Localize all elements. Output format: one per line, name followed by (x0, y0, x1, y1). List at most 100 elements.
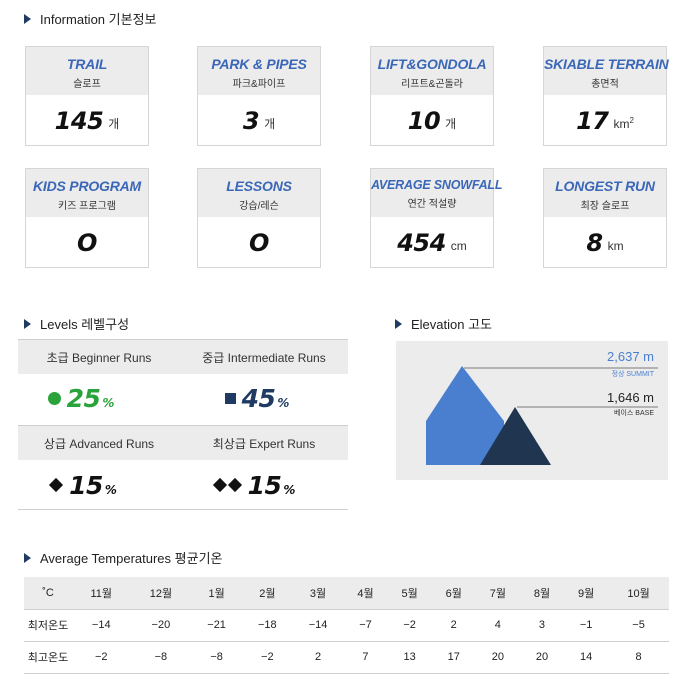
card-title-ko: 최장 슬로프 (580, 201, 630, 212)
temperature-cell: −1 (564, 609, 609, 642)
card-unit-superscript: 2 (629, 116, 634, 125)
triangle-bullet-icon (24, 552, 31, 563)
info-card-longest-run: LONGEST RUN 최장 슬로프 8 km (543, 168, 667, 268)
row-label-cell: 최저온도 (24, 609, 72, 642)
month-header-cell: 3월 (292, 577, 344, 610)
unit-header-cell: ˚C (24, 577, 72, 610)
temperature-cell: 14 (564, 641, 609, 674)
month-header-cell: 4월 (343, 577, 388, 610)
card-value: 10 (407, 106, 441, 135)
level-percent: 45 (241, 383, 276, 413)
temperature-cell: −21 (191, 609, 242, 642)
level-label: 상급 Advanced Runs (43, 436, 155, 451)
info-card-skiable-terrain: SKIABLE TERRAIN 총면적 17 km2 (543, 46, 669, 146)
black-diamond-icon (227, 477, 242, 493)
card-title-ko: 키즈 프로그램 (58, 201, 116, 212)
month-header-cell: 7월 (475, 577, 520, 610)
card-value: 145 (54, 106, 104, 135)
elevation-illustration: 2,637 m 정상 SUMMIT 1,646 m 베이스 BASE (426, 349, 658, 465)
level-percent: 15 (247, 470, 282, 500)
level-value-beginner: 25% (18, 372, 144, 424)
temperature-cell: 2 (292, 641, 344, 674)
level-percent: 15 (69, 470, 103, 500)
level-head-intermediate: 중급 Intermediate Runs (180, 340, 348, 374)
temperature-cell: 7 (343, 641, 388, 674)
info-card-lift-gondola: LIFT&GONDOLA 리프트&곤돌라 10 개 (370, 46, 494, 146)
summit-mountain (426, 366, 504, 465)
temperature-cell: 8 (608, 641, 669, 674)
level-value-advanced: 15% (18, 459, 150, 511)
card-title-ko: 슬로프 (73, 79, 101, 90)
temperature-cell: −8 (191, 641, 242, 674)
card-title-en: SKIABLE TERRAIN (544, 56, 669, 72)
month-header-cell: 2월 (241, 577, 293, 610)
information-section-title: Information 기본정보 (24, 9, 156, 28)
level-value-expert: 15% (180, 459, 330, 511)
card-title-en: LESSONS (226, 178, 292, 194)
temperature-header-row: ˚C 11월 12월 1월 2월 3월 4월 5월 6월 7월 8월 9월 10… (24, 577, 669, 610)
base-mountain (480, 407, 551, 465)
card-unit: km (607, 238, 624, 253)
month-header-cell: 6월 (431, 577, 476, 610)
temperature-cell: −14 (292, 609, 344, 642)
level-label: 최상급 Expert Runs (212, 436, 316, 451)
levels-bottom-rule (18, 509, 348, 510)
month-header-cell: 1월 (191, 577, 242, 610)
temperature-cell: −20 (130, 609, 192, 642)
card-title-en: KIDS PROGRAM (32, 178, 142, 194)
temperature-cell: 3 (519, 609, 565, 642)
card-title-en: PARK & PIPES (211, 56, 307, 72)
card-title-ko: 파크&파이프 (232, 79, 286, 90)
row-label-cell: 최고온도 (24, 641, 72, 674)
level-value-intermediate: 45% (180, 372, 334, 424)
card-title-en: AVERAGE SNOWFALL (371, 178, 503, 192)
level-head-expert: 최상급 Expert Runs (180, 426, 348, 460)
levels-section-title: Levels 레벨구성 (24, 314, 129, 333)
temperature-cell: 20 (519, 641, 565, 674)
temperature-cell: −7 (343, 609, 388, 642)
info-card-lessons: LESSONS 강습/레슨 O (197, 168, 321, 268)
card-unit: cm (450, 238, 467, 253)
card-value: 3 (242, 106, 260, 135)
green-circle-icon (47, 391, 61, 405)
levels-mid-rule (18, 425, 348, 426)
black-diamond-icon (212, 477, 227, 493)
summit-label-text: 정상 SUMMIT (612, 369, 655, 378)
temperature-cell: −14 (72, 609, 131, 642)
card-title-ko: 총면적 (591, 79, 619, 90)
elevation-section-title: Elevation 고도 (395, 314, 492, 333)
temperatures-section-title: Average Temperatures 평균기온 (24, 548, 223, 567)
level-percent-sign: % (283, 482, 296, 497)
level-label: 중급 Intermediate Runs (202, 350, 326, 365)
temperature-row-max: 최고온도 −2 −8 −8 −2 2 7 13 17 20 20 14 8 (24, 641, 669, 674)
level-percent-sign: % (277, 395, 290, 410)
card-unit: km2 (613, 116, 633, 131)
card-title-en: LIFT&GONDOLA (377, 56, 487, 72)
temperature-cell: 4 (475, 609, 520, 642)
triangle-bullet-icon (24, 318, 31, 329)
temperature-cell: −2 (72, 641, 131, 674)
info-card-average-snowfall: AVERAGE SNOWFALL 연간 적설량 454 cm (370, 168, 503, 268)
base-label-text: 베이스 BASE (614, 408, 654, 417)
card-title-ko: 연간 적설량 (407, 199, 457, 210)
temperature-cell: −5 (608, 609, 669, 642)
elevation-title-text: Elevation 고도 (411, 317, 493, 332)
temperature-cell: −18 (241, 609, 293, 642)
card-unit: 개 (445, 117, 457, 131)
black-diamond-icon (49, 477, 64, 493)
card-value: 454 (397, 228, 446, 257)
information-title-text: Information 기본정보 (40, 12, 157, 27)
levels-title-text: Levels 레벨구성 (40, 317, 130, 332)
card-title-ko: 리프트&곤돌라 (401, 79, 463, 90)
level-percent-sign: % (104, 482, 117, 497)
temperature-cell: −2 (387, 609, 432, 642)
temperature-row-min: 최저온도 −14 −20 −21 −18 −14 −7 −2 2 4 3 −1 … (24, 609, 669, 642)
temperature-table: ˚C 11월 12월 1월 2월 3월 4월 5월 6월 7월 8월 9월 10… (24, 577, 669, 674)
temperature-cell: 2 (431, 609, 476, 642)
temperature-cell: −8 (130, 641, 192, 674)
month-header-cell: 9월 (564, 577, 609, 610)
temperatures-title-text: Average Temperatures 평균기온 (40, 551, 223, 566)
level-head-advanced: 상급 Advanced Runs (18, 426, 180, 460)
base-value-text: 1,646 m (607, 390, 654, 405)
